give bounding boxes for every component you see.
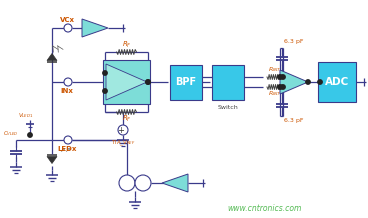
Text: +: + [117,126,124,135]
Polygon shape [47,53,57,61]
Text: ↗↗: ↗↗ [60,147,72,153]
Circle shape [28,133,32,137]
Text: VCx: VCx [60,17,74,23]
Circle shape [318,80,322,84]
Text: BPF: BPF [176,77,197,87]
Circle shape [135,175,151,191]
Polygon shape [280,70,308,94]
Text: $R_F$: $R_F$ [122,40,131,50]
Text: $V_{LED1}$: $V_{LED1}$ [18,112,33,121]
Text: TIA_$V_{REF}$: TIA_$V_{REF}$ [111,138,135,148]
Bar [103,60,150,104]
Text: −: − [106,70,114,80]
Text: $R_{INT}$: $R_{INT}$ [268,90,282,99]
Polygon shape [47,157,57,164]
Circle shape [281,85,285,89]
Text: Switch: Switch [217,104,238,109]
Circle shape [64,136,72,144]
Circle shape [146,80,150,84]
Bar [170,65,202,99]
Text: ADC: ADC [325,77,349,87]
Bar [212,65,244,99]
Bar [318,62,356,102]
Circle shape [64,24,72,32]
Text: $R_F$: $R_F$ [122,114,131,124]
Text: www.cntronics.com: www.cntronics.com [228,203,302,213]
Polygon shape [82,19,108,37]
Circle shape [64,78,72,86]
Circle shape [119,175,135,191]
Circle shape [118,125,128,135]
Text: $C_{VLED}$: $C_{VLED}$ [3,129,18,138]
Circle shape [278,75,282,79]
Text: 6.3 pF: 6.3 pF [283,39,303,44]
Text: 6.3 pF: 6.3 pF [283,118,303,123]
Circle shape [306,80,310,84]
Circle shape [103,71,107,75]
Circle shape [281,75,285,79]
Text: INx: INx [61,88,74,94]
Text: TIA: TIA [126,78,140,87]
Text: LEDx: LEDx [57,146,77,152]
Text: $R_{INT}$: $R_{INT}$ [268,66,282,75]
Circle shape [278,85,282,89]
Text: +: + [106,84,114,94]
Circle shape [146,80,150,84]
Polygon shape [162,174,188,192]
Circle shape [103,89,107,93]
Polygon shape [106,64,147,100]
